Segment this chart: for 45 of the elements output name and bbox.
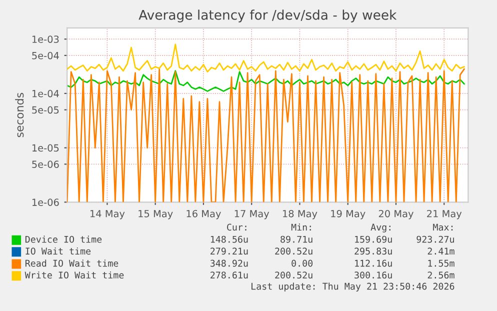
text: Max:: [433, 224, 453, 231]
y-tick-label: 5e-05: [32, 106, 59, 114]
y-axis-title: seconds: [15, 92, 24, 138]
y-tick-label: 5e-04: [32, 52, 59, 60]
text: 2.56m: [428, 272, 454, 279]
x-tick-label: 19 May: [331, 210, 366, 220]
line-series: [67, 68, 465, 202]
y-tick-label: 1e-05: [32, 144, 59, 152]
x-tick-label: 14 May: [90, 210, 125, 220]
y-tick-label: 1e-04: [32, 90, 59, 98]
x-tick-label: 21 May: [427, 210, 462, 220]
text: 923.27u: [416, 236, 454, 243]
text: Avg:: [370, 224, 390, 232]
text: 2.41m: [428, 248, 454, 254]
legend-label: IO Wait time: [26, 248, 91, 255]
text: 159.69u: [355, 236, 392, 243]
y-tick-label: 1e-03: [32, 36, 59, 43]
legend-label: Write IO Wait time: [24, 271, 124, 279]
x-tick-label: 17 May: [234, 210, 270, 220]
text: 0.00: [292, 260, 313, 267]
text: 295.83u: [354, 248, 392, 255]
x-tick-label: 16 May: [186, 210, 221, 220]
x-tick-label: 18 May: [283, 210, 318, 220]
text: Last update: Thu May 21 23:50:46 2026: [252, 282, 454, 292]
x-tick-label: 15 May: [138, 210, 173, 220]
text: 200.52u: [275, 248, 312, 255]
text: 200.52u: [275, 272, 312, 279]
chart-title: Average latency for /dev/sda - by week: [138, 10, 397, 22]
text: 279.21u: [210, 248, 248, 255]
text: 278.61u: [210, 272, 248, 279]
legend-label: Read IO Wait time: [25, 260, 118, 267]
line-series: [67, 70, 465, 92]
text: 112.16u: [355, 260, 392, 267]
text: 348.92u: [210, 260, 248, 267]
text: 300.16u: [354, 272, 392, 279]
text: 89.71u: [280, 236, 312, 243]
line-series: [67, 44, 465, 73]
text: Min:: [291, 224, 311, 231]
y-tick-label: 5e-06: [32, 160, 59, 168]
text: 148.56u: [210, 236, 248, 243]
x-tick-label: 20 May: [378, 210, 414, 220]
legend-label: Device IO time: [25, 236, 102, 243]
text: Cur:: [227, 224, 246, 231]
y-tick-label: 1e-06: [32, 198, 59, 206]
text: 1.55m: [428, 260, 454, 267]
